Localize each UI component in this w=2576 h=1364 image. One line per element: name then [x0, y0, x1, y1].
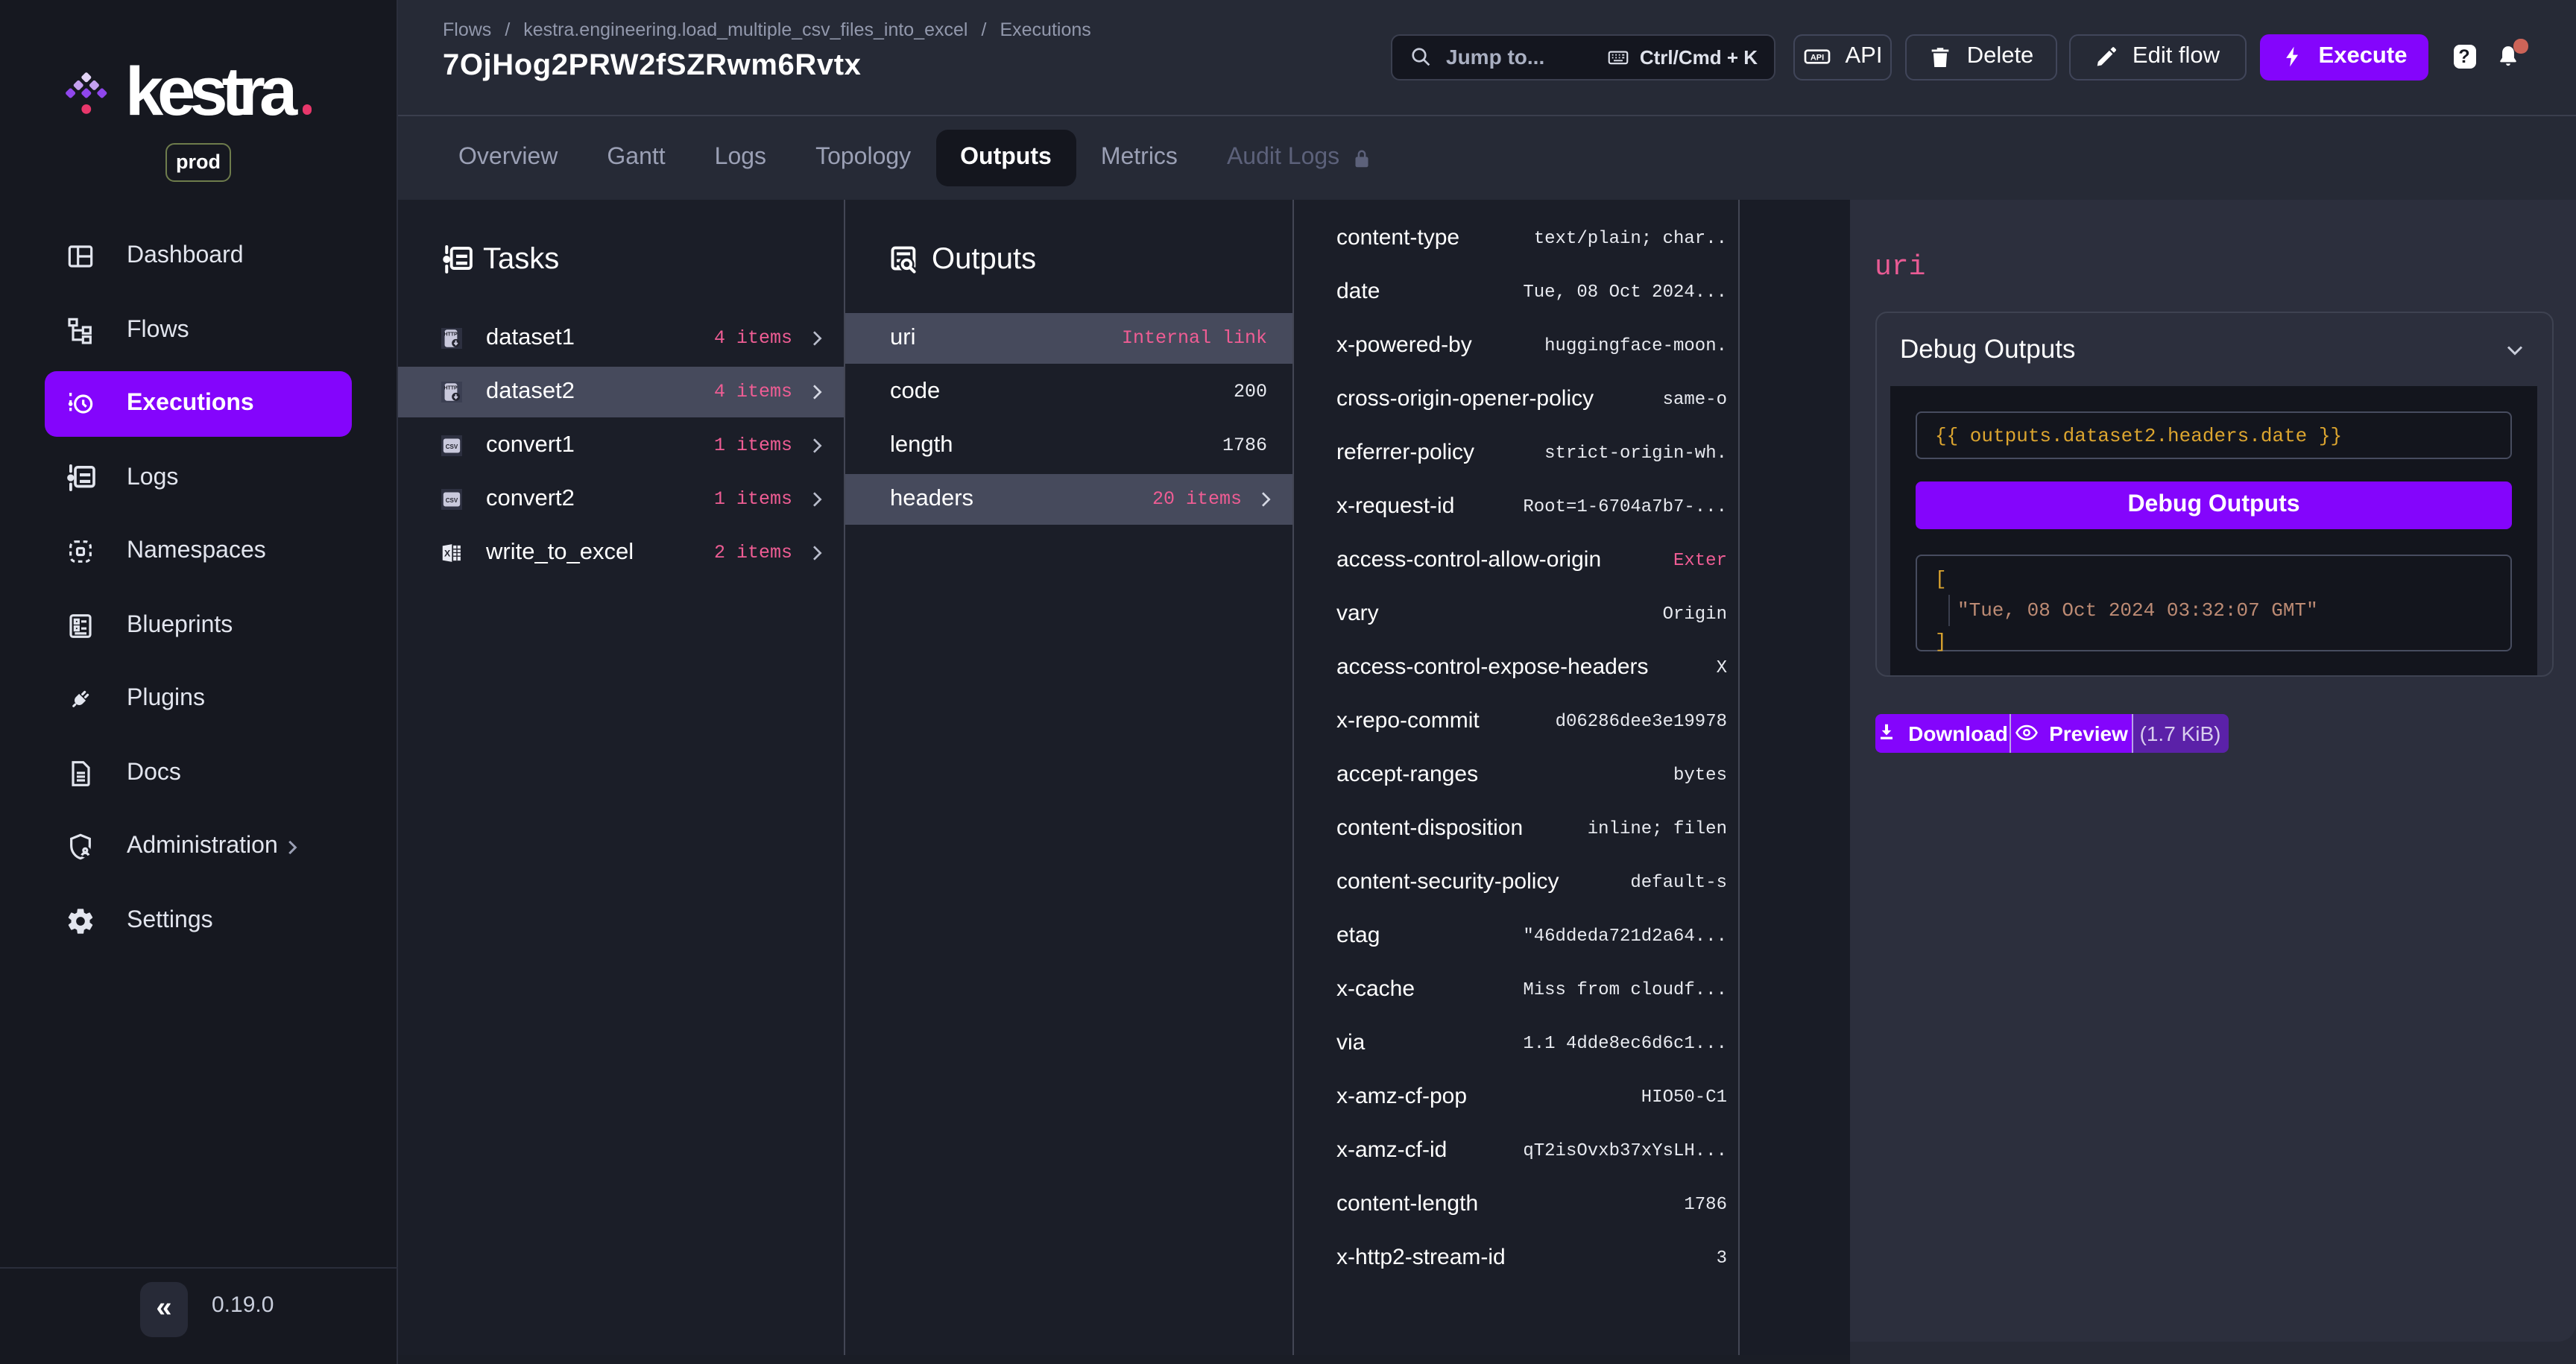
- svg-text:API: API: [1810, 54, 1823, 63]
- svg-text:HTTP: HTTP: [443, 385, 458, 391]
- svg-text:CSV: CSV: [446, 496, 458, 503]
- svg-text:X: X: [444, 548, 451, 558]
- svg-text:CSV: CSV: [446, 443, 458, 449]
- svg-text:HTTP: HTTP: [443, 332, 458, 337]
